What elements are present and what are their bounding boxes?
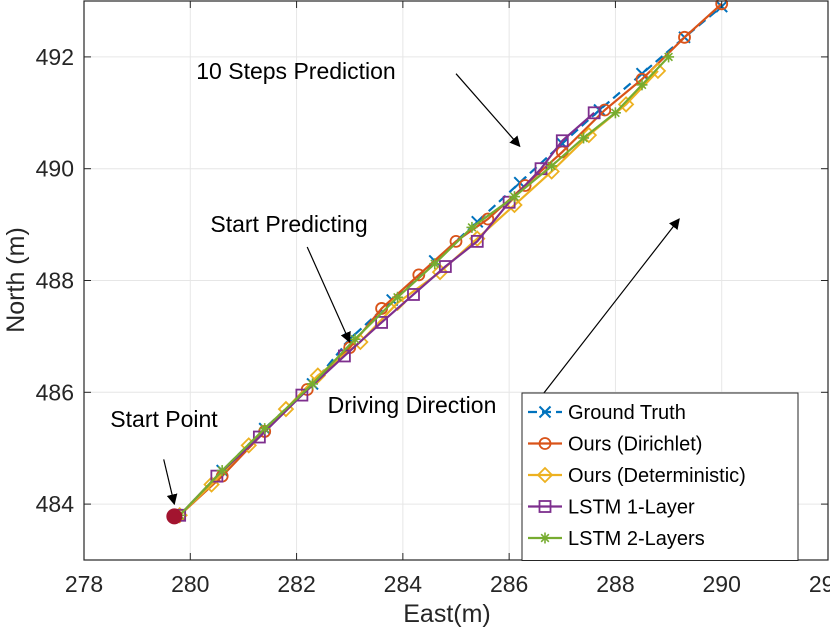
x-tick-label: 290	[703, 571, 741, 597]
legend: Ground Truth Ours (Dirichlet) Ours (Determ…	[521, 392, 799, 561]
annotation-arrow	[306, 246, 351, 343]
series-point	[678, 30, 691, 44]
legend-label: Ground Truth	[568, 402, 686, 424]
legend-entry: Ours (Dirichlet)	[528, 434, 702, 456]
series-point	[617, 96, 635, 113]
marker-stroke	[393, 292, 402, 302]
legend-marker	[538, 500, 552, 513]
series-point	[449, 234, 463, 248]
series-point	[429, 258, 441, 270]
series-point	[259, 423, 271, 435]
annotation-label: Start Point	[110, 406, 218, 432]
y-tick-label: 490	[36, 156, 74, 182]
series-point	[407, 288, 420, 301]
series-point	[349, 333, 361, 345]
y-tick-label: 486	[36, 379, 74, 405]
marker-stroke	[308, 379, 317, 389]
series-line	[178, 56, 670, 517]
y-tick-label: 492	[36, 44, 74, 70]
marker-stroke	[350, 334, 360, 344]
y-tick-label: 484	[36, 491, 75, 517]
annotation-arrow	[535, 218, 680, 404]
marker-stroke	[664, 52, 673, 62]
series-layer	[166, 0, 729, 525]
legend-label: LSTM 1-Layer	[568, 497, 695, 519]
legend-label: Ours (Dirichlet)	[568, 434, 702, 456]
marker-stroke	[467, 222, 477, 232]
legend-entry: Ground Truth	[528, 402, 686, 424]
series-point	[295, 388, 309, 402]
x-tick-label: 280	[171, 571, 209, 597]
annotation-label: 10 Steps Prediction	[196, 58, 395, 84]
x-tick-label: 292	[809, 571, 830, 597]
legend-label: Ours (Deterministic)	[568, 465, 746, 487]
legend-marker	[536, 466, 554, 484]
y-axis-title: North (m)	[2, 227, 30, 333]
x-tick-label: 282	[277, 571, 315, 597]
series-point	[412, 268, 426, 282]
series-point	[438, 260, 452, 273]
marker-stroke	[637, 80, 647, 90]
series-line	[178, 111, 595, 517]
legend-entry: LSTM 1-Layer	[528, 497, 695, 519]
marker-stroke	[579, 133, 588, 143]
series-point	[470, 234, 484, 248]
series-point	[609, 107, 621, 119]
x-tick-label: 278	[65, 571, 103, 597]
series-point	[375, 316, 389, 329]
series-point	[307, 378, 319, 390]
legend-marker	[538, 405, 552, 419]
marker-stroke	[538, 405, 552, 419]
series-point	[518, 179, 532, 192]
marker-stroke	[547, 161, 557, 171]
annotation-label: Start Predicting	[210, 211, 367, 237]
marker-stroke	[611, 108, 620, 118]
marker-stroke	[430, 259, 440, 269]
x-axis-title: East(m)	[403, 600, 491, 628]
series-point	[587, 106, 601, 120]
marker-stroke	[510, 192, 519, 202]
series-point	[663, 51, 675, 63]
series-point	[546, 160, 558, 172]
legend-marker	[539, 532, 551, 544]
series-point	[508, 191, 520, 203]
series-point	[466, 221, 478, 233]
series-point	[431, 263, 449, 281]
series-point	[252, 430, 266, 444]
series-point	[216, 465, 228, 477]
legend-label: LSTM 2-Layers	[568, 528, 705, 550]
legend-entry: LSTM 2-Layers	[528, 528, 705, 550]
x-tick-label: 286	[490, 571, 528, 597]
legend-entry: Ours (Deterministic)	[528, 465, 746, 487]
marker-stroke	[540, 533, 550, 543]
series-point	[555, 134, 569, 148]
series-point	[578, 132, 590, 144]
marker-stroke	[217, 466, 227, 475]
legend-box	[521, 392, 799, 561]
annotation-arrow	[163, 459, 178, 506]
ticks: 278 280 282 284 286 288 290 292 484 486 488 490 492	[36, 1, 830, 597]
y-tick-label: 488	[36, 268, 74, 294]
annotation-arrow	[455, 73, 521, 148]
x-tick-label: 284	[384, 571, 423, 597]
series-point	[636, 79, 648, 91]
annotation-label: Driving Direction	[328, 392, 497, 418]
marker-stroke	[260, 424, 270, 434]
annotation-layer: 10 Steps Prediction Start Predicting Start…	[110, 58, 680, 506]
legend-marker	[538, 437, 552, 450]
series-point	[649, 62, 667, 80]
series-point	[392, 291, 404, 303]
series-point	[715, 0, 729, 11]
x-tick-label: 288	[596, 571, 634, 597]
start-point-marker	[166, 508, 183, 525]
